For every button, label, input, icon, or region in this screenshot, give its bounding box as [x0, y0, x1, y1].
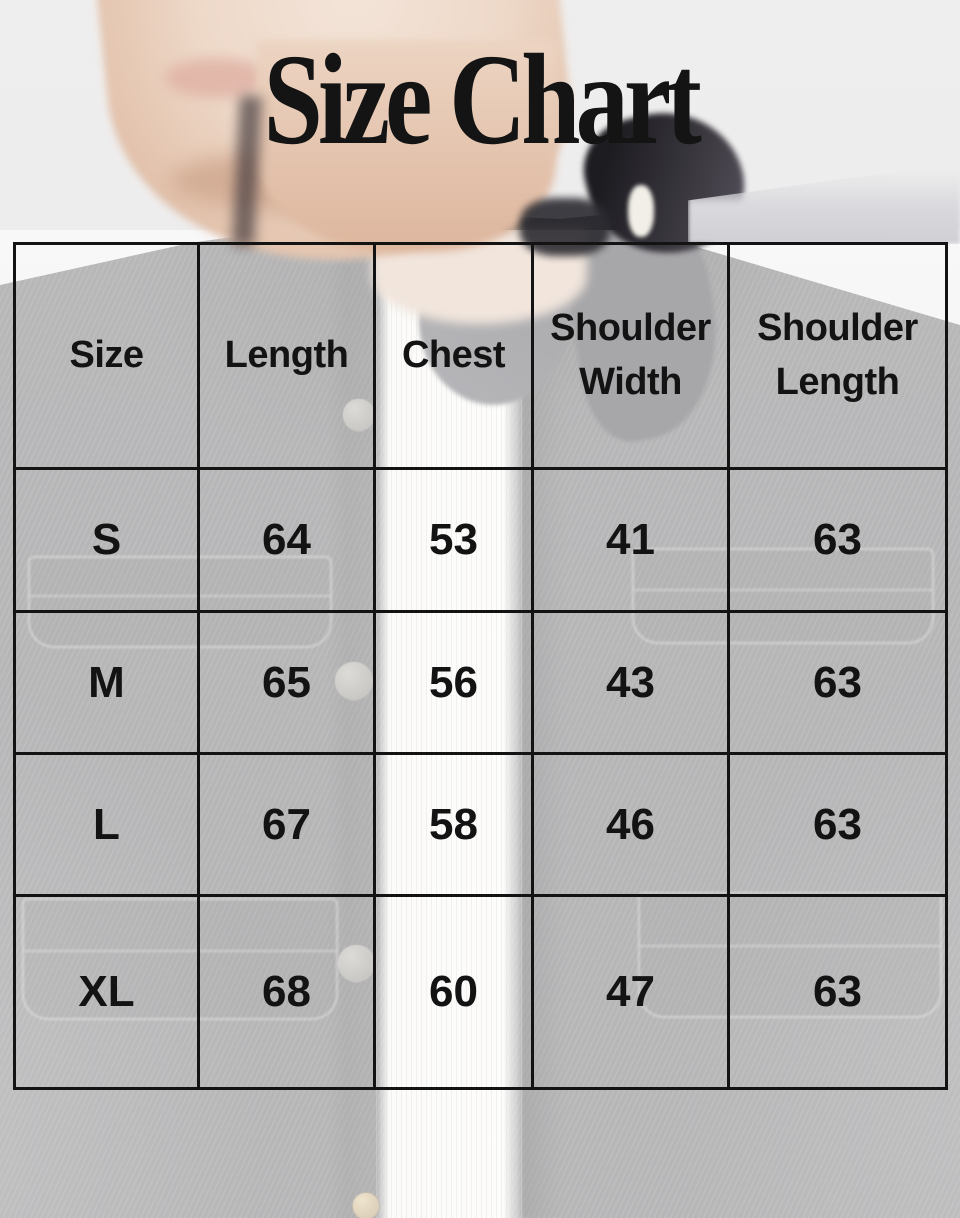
table-cell: 56: [376, 613, 534, 755]
header-cell-shoulder-length: Shoulder Length: [730, 245, 945, 470]
row-label-s: S: [16, 470, 200, 613]
table-cell: 68: [200, 897, 376, 1087]
table-cell: 46: [534, 755, 730, 897]
jacket-button: [352, 1192, 380, 1218]
table-cell: 47: [534, 897, 730, 1087]
header-cell-length: Length: [200, 245, 376, 470]
table-cell: 63: [730, 470, 945, 613]
table-cell: 58: [376, 755, 534, 897]
page-title: Size Chart: [263, 28, 701, 172]
table-cell: 63: [730, 755, 945, 897]
table-cell: 67: [200, 755, 376, 897]
table-cell: 41: [534, 470, 730, 613]
header-cell-size: Size: [16, 245, 200, 470]
row-label-xl: XL: [16, 897, 200, 1087]
table-cell: 63: [813, 967, 862, 1016]
row-label-l: L: [16, 755, 200, 897]
table-cell: 60: [376, 897, 534, 1087]
table-cell: 63: [730, 613, 945, 755]
title-area: Size Chart: [0, 0, 960, 200]
table-cell: 43: [534, 613, 730, 755]
size-chart-table: Size Length Chest Shoulder Width Shoulde…: [13, 242, 948, 1090]
header-cell-shoulder-width: Shoulder Width: [534, 245, 730, 470]
table-cell: 53: [376, 470, 534, 613]
table-cell: 64: [200, 470, 376, 613]
header-cell-chest: Chest: [376, 245, 534, 470]
row-label-m: M: [16, 613, 200, 755]
table-cell: 65: [200, 613, 376, 755]
